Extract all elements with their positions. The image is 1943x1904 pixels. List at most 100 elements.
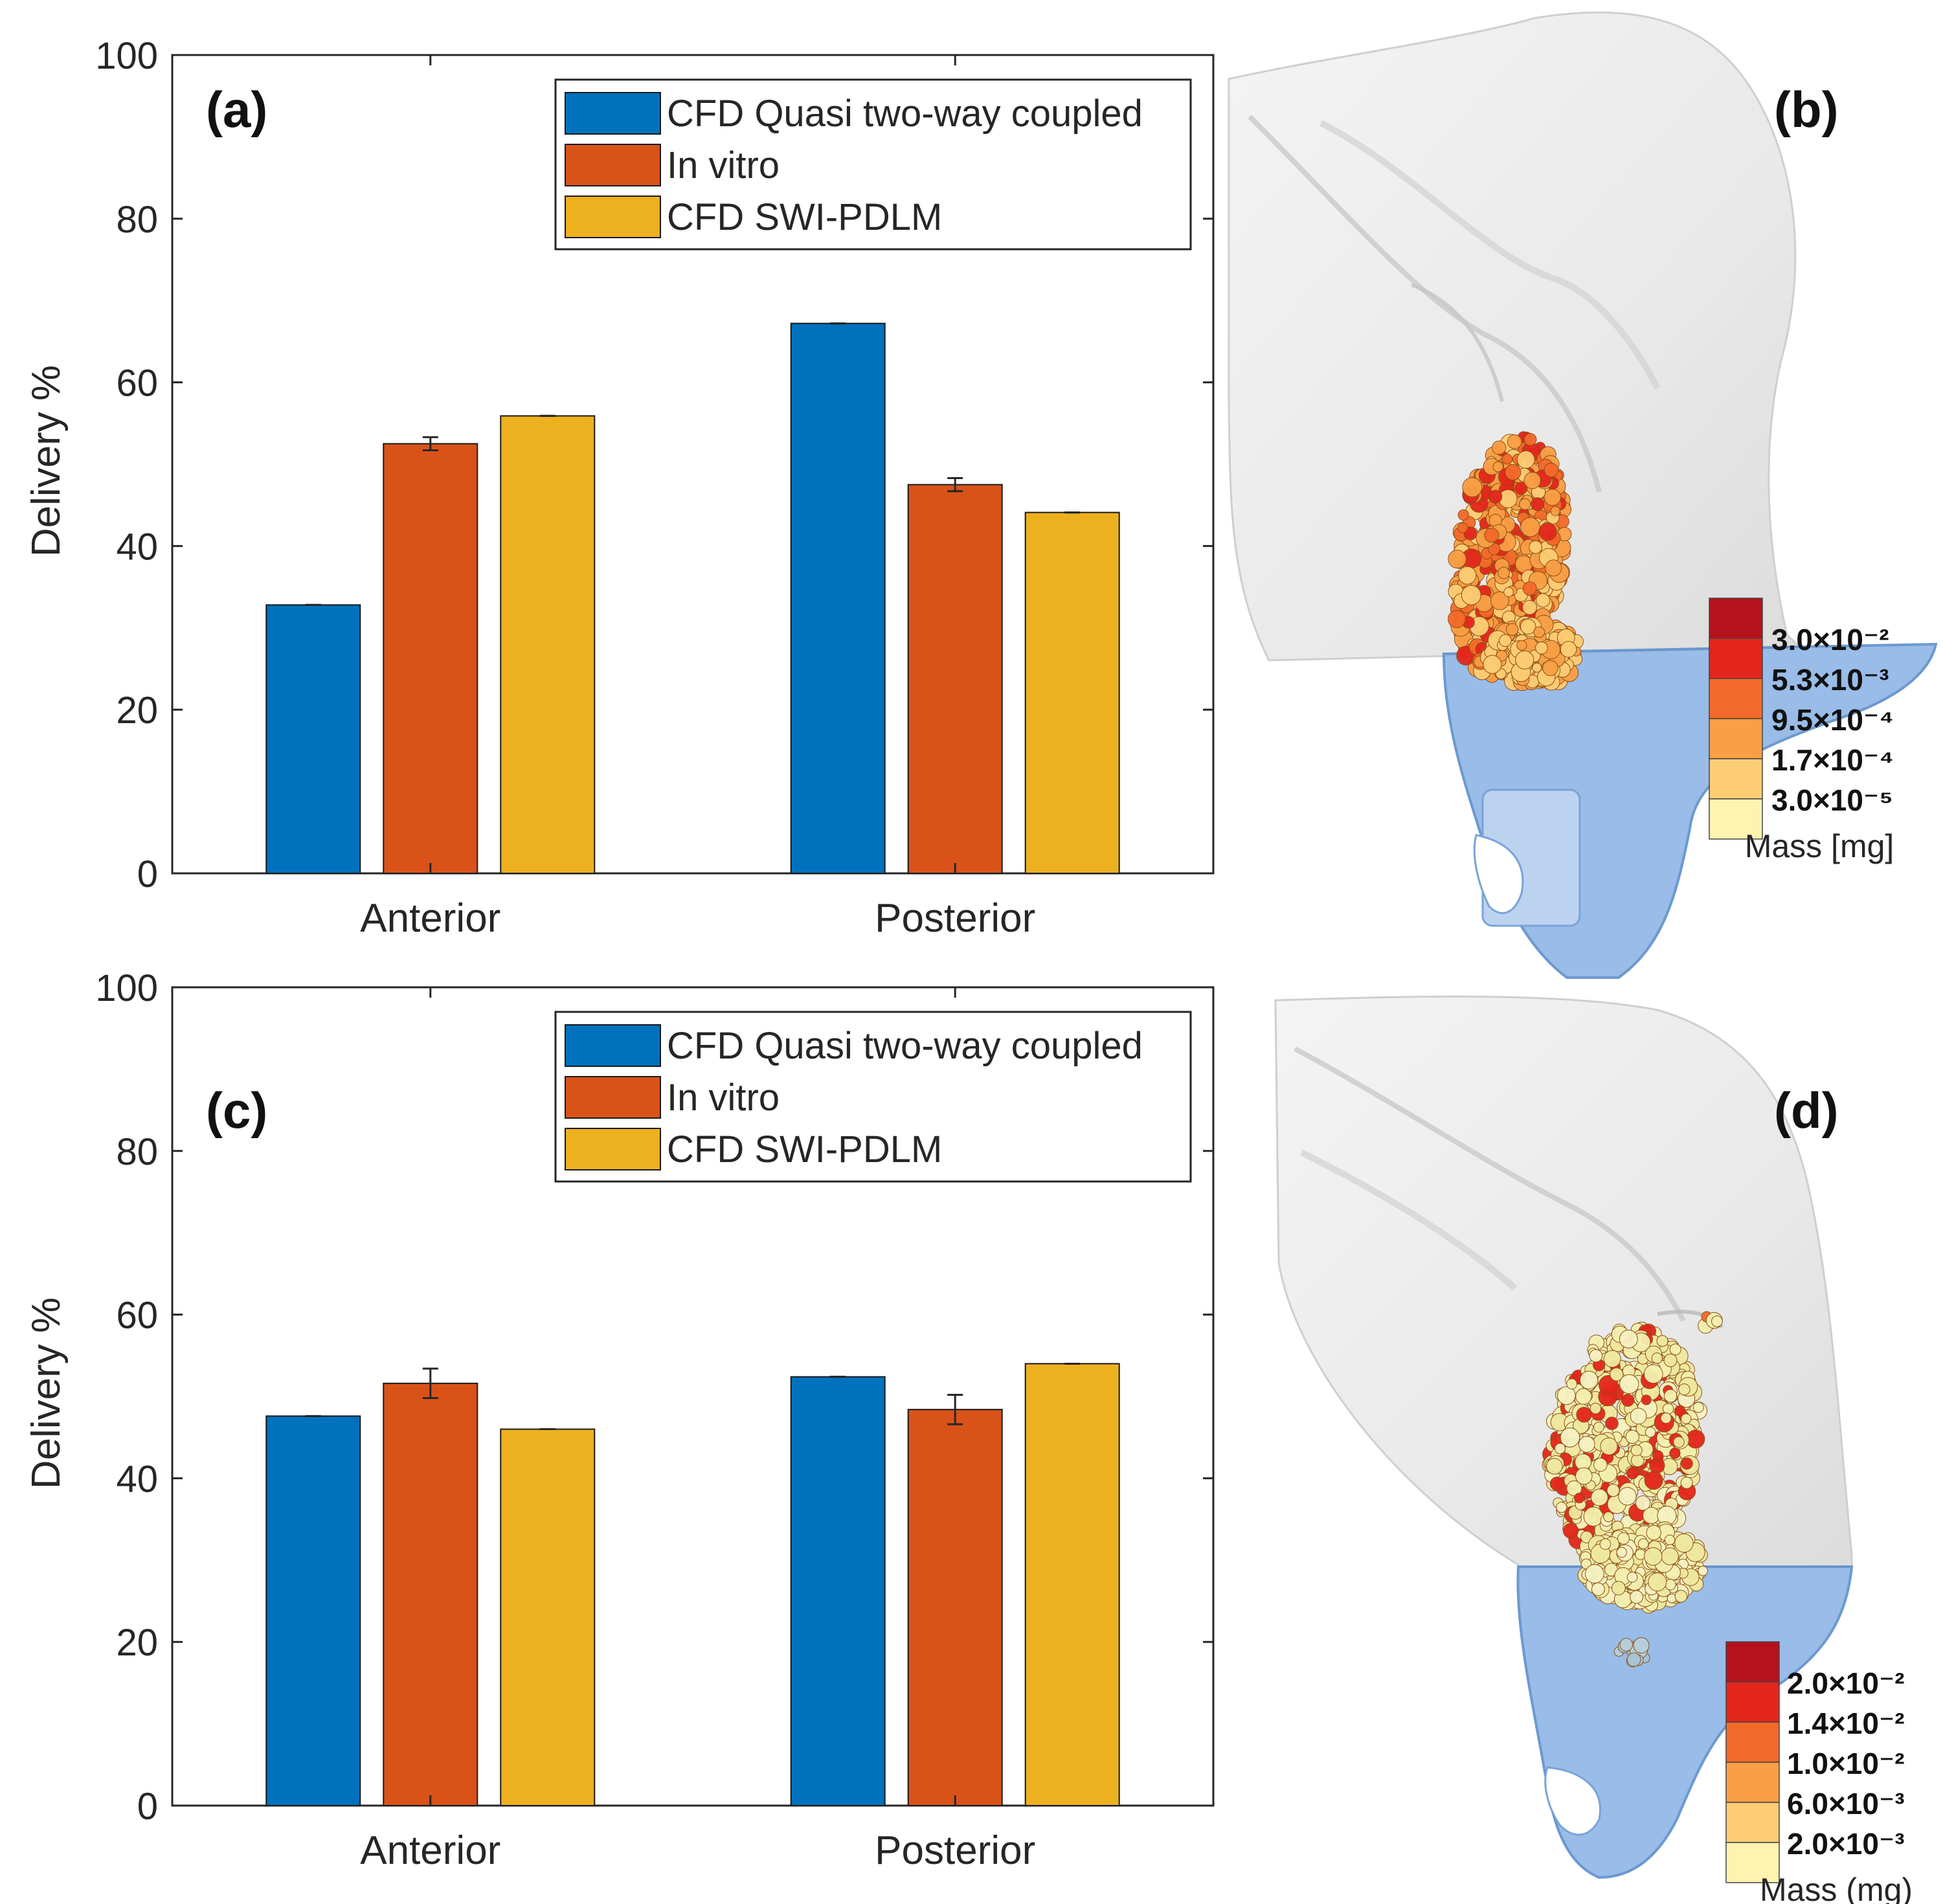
- x-ticks: Anterior Posterior: [360, 55, 1035, 941]
- legend-label: CFD Quasi two-way coupled: [667, 93, 1143, 135]
- colorbar-d: 2.0×10⁻² 1.4×10⁻² 1.0×10⁻² 6.0×10⁻³ 2.0×10⁻³…: [1725, 1641, 1913, 1904]
- colorbar-segment: [1725, 1641, 1780, 1683]
- particle: [1698, 1565, 1708, 1576]
- particle: [1535, 641, 1548, 655]
- panel-label-a: (a): [206, 81, 267, 138]
- particle: [1606, 1484, 1620, 1497]
- colorbar-label: 1.7×10⁻⁴: [1771, 743, 1894, 777]
- colorbar-label: 2.0×10⁻³: [1787, 1827, 1905, 1861]
- particle: [1522, 581, 1537, 596]
- airway-render-d: (d) 2.0×10⁻²1.4×10⁻²1.0×10⁻²6.0×10⁻³2.0×…: [1274, 995, 1913, 1904]
- y-ticks: 0 20 40 60 80 100: [95, 967, 1213, 1828]
- airway-fold-2: [1299, 1149, 1518, 1291]
- particle: [1507, 434, 1522, 449]
- y-axis-title: Delivery %: [24, 1297, 69, 1489]
- airway-render-b: (b) 3.0×10⁻²5.3×10⁻³9.5×10⁻⁴1.7×10⁻⁴3.0×…: [1228, 11, 1938, 979]
- particle: [1575, 1467, 1593, 1485]
- particle: [1610, 1367, 1624, 1382]
- particle: [1523, 471, 1542, 489]
- particle: [1618, 1486, 1637, 1506]
- particle: [1554, 1442, 1566, 1454]
- y-tick-label: 60: [116, 1295, 158, 1337]
- legend-label: In vitro: [667, 144, 780, 186]
- particle: [1457, 522, 1468, 533]
- particle: [1599, 1538, 1612, 1550]
- particle: [1621, 1394, 1635, 1407]
- y-tick-label: 20: [116, 1622, 158, 1664]
- panel-label-c: (c): [206, 1082, 267, 1139]
- x-tick-label: Anterior: [360, 1828, 500, 1873]
- y-axis-label-a: Delivery %: [24, 365, 69, 557]
- particle: [1680, 1476, 1693, 1489]
- bars: [265, 322, 1120, 875]
- airway-opening: [1544, 1766, 1601, 1836]
- particle: [1545, 1458, 1563, 1475]
- particle: [1492, 440, 1507, 455]
- particle: [1680, 1413, 1692, 1424]
- particle: [1625, 1429, 1639, 1444]
- particle: [1458, 566, 1477, 585]
- particle: [1669, 1448, 1681, 1459]
- colorbar-segment: [1725, 1842, 1780, 1883]
- particle: [1651, 1352, 1663, 1364]
- particle: [1589, 1349, 1603, 1363]
- particle: [1576, 1407, 1592, 1423]
- panel-label-b: (b): [1774, 81, 1839, 138]
- particle: [1529, 540, 1542, 554]
- particle: [1544, 462, 1559, 478]
- particle: [1626, 1571, 1638, 1583]
- particle: [1544, 488, 1562, 506]
- particle: [1484, 528, 1499, 543]
- particle: [1560, 641, 1577, 658]
- particle: [1520, 618, 1536, 635]
- legend-swatch: [565, 1024, 661, 1067]
- legend-label: CFD SWI-PDLM: [667, 196, 942, 238]
- particle: [1630, 1590, 1644, 1604]
- y-tick-label: 80: [116, 1131, 158, 1173]
- particle: [1503, 587, 1514, 598]
- y-tick-label: 40: [116, 526, 158, 568]
- particle: [1585, 1564, 1604, 1584]
- particle: [1661, 1547, 1679, 1565]
- particle: [1492, 461, 1504, 473]
- bar: [500, 415, 596, 874]
- colorbar-label: 2.0×10⁻²: [1787, 1666, 1905, 1700]
- particle: [1532, 662, 1542, 673]
- bars: [265, 1362, 1120, 1807]
- y-ticks: 0 20 40 60 80 100: [95, 35, 1213, 895]
- particle: [1549, 1476, 1565, 1492]
- particle: [1644, 1547, 1663, 1566]
- colorbar-segment: [1725, 1802, 1780, 1843]
- particle: [1566, 1480, 1582, 1496]
- bar-chart-a: Delivery % 0 20 40 60 80 100 Anterior Posterio…: [24, 35, 1215, 941]
- particle: [1498, 566, 1510, 579]
- particle: [1550, 506, 1560, 517]
- bar: [500, 1428, 596, 1807]
- particle: [1499, 634, 1512, 647]
- particle: [1711, 1316, 1723, 1327]
- particle: [1643, 1364, 1663, 1384]
- particle: [1635, 1495, 1651, 1511]
- particle: [1673, 1436, 1685, 1448]
- particle: [1617, 1532, 1630, 1545]
- particle-cloud-b: [1448, 431, 1584, 691]
- particle: [1516, 450, 1535, 469]
- colorbar-segment: [1709, 718, 1763, 759]
- particle: [1488, 489, 1503, 504]
- colorbar-segment: [1709, 758, 1763, 800]
- y-tick-label: 40: [116, 1458, 158, 1500]
- particle: [1520, 517, 1540, 537]
- bar: [907, 1409, 1003, 1807]
- particle: [1648, 1572, 1667, 1592]
- particle: [1641, 1394, 1652, 1406]
- colorbar-label: 6.0×10⁻³: [1787, 1787, 1905, 1820]
- x-tick-label: Posterior: [875, 896, 1035, 941]
- airway-fold-1: [1248, 115, 1602, 493]
- legend-swatch: [565, 144, 661, 186]
- particle: [1536, 593, 1551, 608]
- particle: [1562, 1523, 1579, 1539]
- legend-swatch: [565, 196, 661, 238]
- particle: [1593, 1457, 1608, 1472]
- particle: [1457, 509, 1469, 521]
- particle: [1611, 1581, 1626, 1596]
